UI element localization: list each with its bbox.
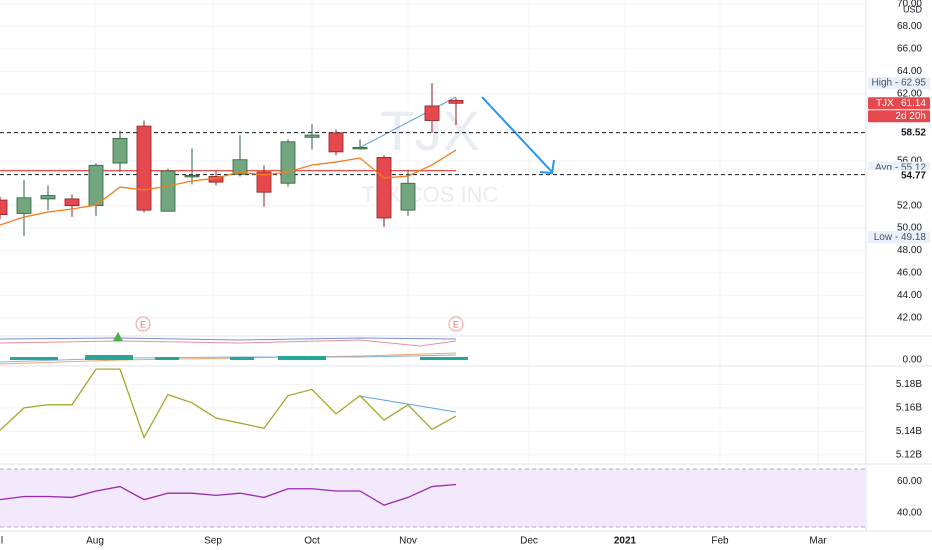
indicator-line	[0, 337, 457, 341]
price-badge	[868, 126, 930, 139]
candle-body	[376, 157, 392, 219]
indicator-line	[0, 339, 457, 347]
x-tick-label: l	[1, 536, 3, 547]
y-tick-label: 5.18B	[896, 379, 922, 390]
x-tick-label: Aug	[86, 536, 104, 547]
candle-body	[184, 174, 200, 178]
candle-body	[352, 146, 368, 150]
candle-body	[424, 105, 440, 121]
price-badge	[868, 231, 930, 244]
candle-body	[232, 159, 248, 175]
zero-tick-label: 0.00	[903, 355, 923, 366]
indicator-line	[0, 352, 457, 365]
candle-body	[40, 195, 56, 200]
signal-triangle	[113, 332, 123, 341]
price-badge	[868, 169, 930, 182]
histogram-bar	[155, 357, 179, 360]
background	[0, 0, 866, 531]
price-badge	[868, 76, 930, 89]
earnings-circle	[135, 316, 151, 332]
y-tick-label: 40.00	[897, 507, 922, 518]
price-badge-label: 2d 20h	[895, 111, 926, 122]
price-badge-label: 61.14	[901, 98, 926, 109]
x-tick-label: Sep	[204, 536, 222, 547]
y-tick-label: 44.00	[897, 290, 922, 301]
price-badge-label: Low - 49.18	[874, 232, 927, 243]
candle-body	[328, 132, 344, 153]
arrow-head	[539, 159, 555, 175]
candle-body	[160, 170, 176, 212]
y-tick-label: 5.14B	[896, 426, 922, 437]
x-tick-label: Oct	[304, 536, 320, 547]
indicator-histogram	[10, 355, 468, 360]
earnings-marker: E	[140, 319, 146, 329]
candle-body	[16, 197, 32, 214]
candle-body	[112, 138, 128, 164]
trend-line	[358, 96, 457, 149]
candle-body	[256, 171, 272, 193]
rsi-band	[0, 469, 866, 527]
x-tick-label: Feb	[711, 536, 729, 547]
x-tick-label: 2021	[614, 536, 637, 547]
x-tick-label: Dec	[520, 536, 538, 547]
candle-body	[64, 198, 80, 207]
y-tick-label: 64.00	[897, 66, 922, 77]
earnings-circle	[448, 316, 464, 332]
earnings-marker: E	[453, 319, 459, 329]
histogram-bar	[10, 357, 58, 360]
candle-body	[280, 141, 296, 184]
y-tick-label: 5.12B	[896, 449, 922, 460]
y-tick-label: 52.00	[897, 200, 922, 211]
moving-average	[0, 149, 457, 226]
y-tick-label: 42.00	[897, 312, 922, 323]
price-badge-symbol: TJX	[876, 98, 894, 109]
price-badge-label: 58.52	[901, 127, 926, 138]
price-badge	[868, 110, 930, 123]
histogram-bar	[85, 355, 133, 360]
candle-body	[88, 164, 104, 207]
marks	[0, 82, 866, 506]
y-tick-label: 70.00	[897, 0, 922, 10]
price-badge	[868, 97, 930, 110]
x-tick-label: Nov	[399, 536, 417, 547]
y-tick-label: 62.00	[897, 88, 922, 99]
y-tick-label: 68.00	[897, 21, 922, 32]
arrow-line	[481, 96, 553, 173]
candle-body	[400, 182, 416, 211]
y-tick-label: 5.16B	[896, 402, 922, 413]
price-badge-label: High - 62.95	[872, 78, 927, 89]
y-tick-label: 50.00	[897, 223, 922, 234]
price-badge-label: Avg - 55.12	[875, 162, 926, 173]
volume-line	[0, 368, 457, 439]
histogram-bar	[420, 357, 468, 360]
y-tick-label: 46.00	[897, 267, 922, 278]
candle-body	[304, 134, 320, 138]
candle-body	[0, 199, 8, 215]
y-tick-label: 60.00	[897, 476, 922, 487]
y-tick-label: 48.00	[897, 245, 922, 256]
y-tick-label: 66.00	[897, 43, 922, 54]
histogram-bar	[278, 356, 326, 360]
y-tick-label: 56.00	[897, 155, 922, 166]
candle-body	[136, 125, 152, 211]
trend-line	[358, 395, 457, 413]
price-badge-label: 54.77	[901, 170, 926, 181]
x-tick-label: Mar	[809, 536, 827, 547]
currency-label: USD	[903, 4, 923, 14]
rsi-line	[0, 483, 457, 506]
candle-body	[448, 99, 464, 104]
histogram-bar	[230, 357, 254, 360]
